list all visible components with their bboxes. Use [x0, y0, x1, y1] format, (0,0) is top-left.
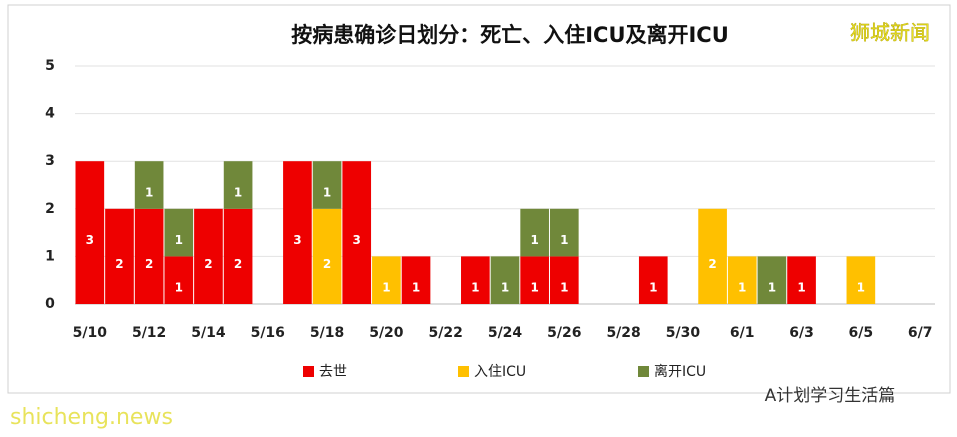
- value-label: 1: [530, 233, 538, 247]
- bar-segment: [134, 161, 164, 209]
- bar-segment: [461, 256, 490, 304]
- x-tick-label: 5/28: [606, 325, 640, 341]
- legend-swatch: [458, 366, 469, 377]
- x-tick-label: 6/5: [849, 325, 874, 341]
- bar-segment: [698, 208, 727, 304]
- value-label: 3: [353, 233, 361, 247]
- x-tick-label: 5/14: [191, 325, 226, 341]
- value-label: 1: [560, 233, 568, 247]
- value-label: 1: [857, 281, 865, 295]
- x-tick-label: 5/26: [547, 325, 581, 341]
- value-label: 1: [234, 186, 242, 200]
- bar-segment: [105, 208, 134, 304]
- bar-segment: [283, 161, 312, 304]
- value-label: 2: [323, 257, 331, 271]
- bar-segment: [134, 208, 164, 304]
- bar-segment: [164, 208, 194, 257]
- bar-segment: [164, 256, 194, 304]
- bar-segment: [223, 208, 253, 304]
- bar-segment: [549, 256, 579, 304]
- legend-label: 离开ICU: [654, 363, 706, 380]
- bar-segment: [727, 256, 757, 304]
- watermark: 狮城新闻: [850, 21, 930, 45]
- value-label: 1: [649, 281, 657, 295]
- x-tick-label: 6/3: [789, 325, 814, 341]
- y-tick-label: 1: [45, 248, 55, 264]
- x-tick-label: 5/10: [73, 325, 108, 341]
- legend-swatch: [638, 366, 649, 377]
- x-tick-label: 5/30: [666, 325, 701, 341]
- value-label: 1: [768, 281, 776, 295]
- bar-segment: [520, 256, 549, 304]
- value-label: 1: [323, 186, 331, 200]
- y-tick-label: 3: [45, 153, 55, 169]
- y-tick-label: 2: [45, 201, 55, 217]
- x-tick-label: 5/18: [310, 325, 344, 341]
- value-label: 1: [175, 233, 183, 247]
- bar-segment: [846, 256, 876, 304]
- bar-segment: [401, 256, 431, 304]
- bar-segment: [75, 161, 105, 304]
- legend-swatch: [303, 366, 314, 377]
- value-label: 1: [382, 281, 390, 295]
- x-tick-label: 6/1: [730, 325, 755, 341]
- x-tick-label: 6/7: [908, 325, 933, 341]
- value-label: 1: [145, 186, 153, 200]
- value-label: 2: [234, 257, 242, 271]
- y-tick-label: 5: [45, 58, 55, 74]
- value-label: 2: [115, 257, 123, 271]
- bar-segment: [638, 256, 668, 304]
- x-tick-label: 5/20: [369, 325, 404, 341]
- value-label: 2: [204, 257, 212, 271]
- value-label: 2: [708, 257, 716, 271]
- bar-segment: [787, 256, 816, 304]
- source-overlay: shicheng.news: [10, 405, 173, 430]
- value-label: 1: [501, 281, 509, 295]
- legend-label: 去世: [319, 364, 347, 380]
- value-label: 1: [738, 281, 746, 295]
- value-label: 1: [530, 281, 538, 295]
- bar-segment: [194, 208, 223, 304]
- chart-title: 按病患确诊日划分：死亡、入住ICU及离开ICU: [291, 23, 729, 47]
- value-label: 3: [86, 233, 94, 247]
- bar-segment: [223, 161, 253, 209]
- x-tick-label: 5/22: [429, 325, 463, 341]
- bar-segment: [342, 161, 372, 304]
- chart-frame: [7, 4, 951, 394]
- y-tick-label: 0: [45, 296, 55, 312]
- y-tick-label: 4: [45, 106, 55, 122]
- bar-segment: [312, 161, 342, 209]
- value-label: 1: [412, 281, 420, 295]
- value-label: 1: [175, 281, 183, 295]
- x-tick-label: 5/16: [251, 325, 285, 341]
- footer: A计划学习生活篇: [765, 386, 896, 406]
- bar-segment: [549, 208, 579, 257]
- bar-segment: [757, 256, 787, 304]
- legend-label: 入住ICU: [474, 364, 526, 380]
- bar-segment: [520, 208, 549, 257]
- value-label: 1: [471, 281, 479, 295]
- value-label: 1: [560, 281, 568, 295]
- x-tick-label: 5/24: [488, 325, 523, 341]
- value-label: 3: [293, 233, 301, 247]
- bar-segment: [490, 256, 520, 304]
- bar-segment: [372, 256, 401, 304]
- value-label: 2: [145, 257, 153, 271]
- x-tick-label: 5/12: [132, 325, 166, 341]
- bar-segment: [312, 208, 342, 304]
- value-label: 1: [797, 281, 805, 295]
